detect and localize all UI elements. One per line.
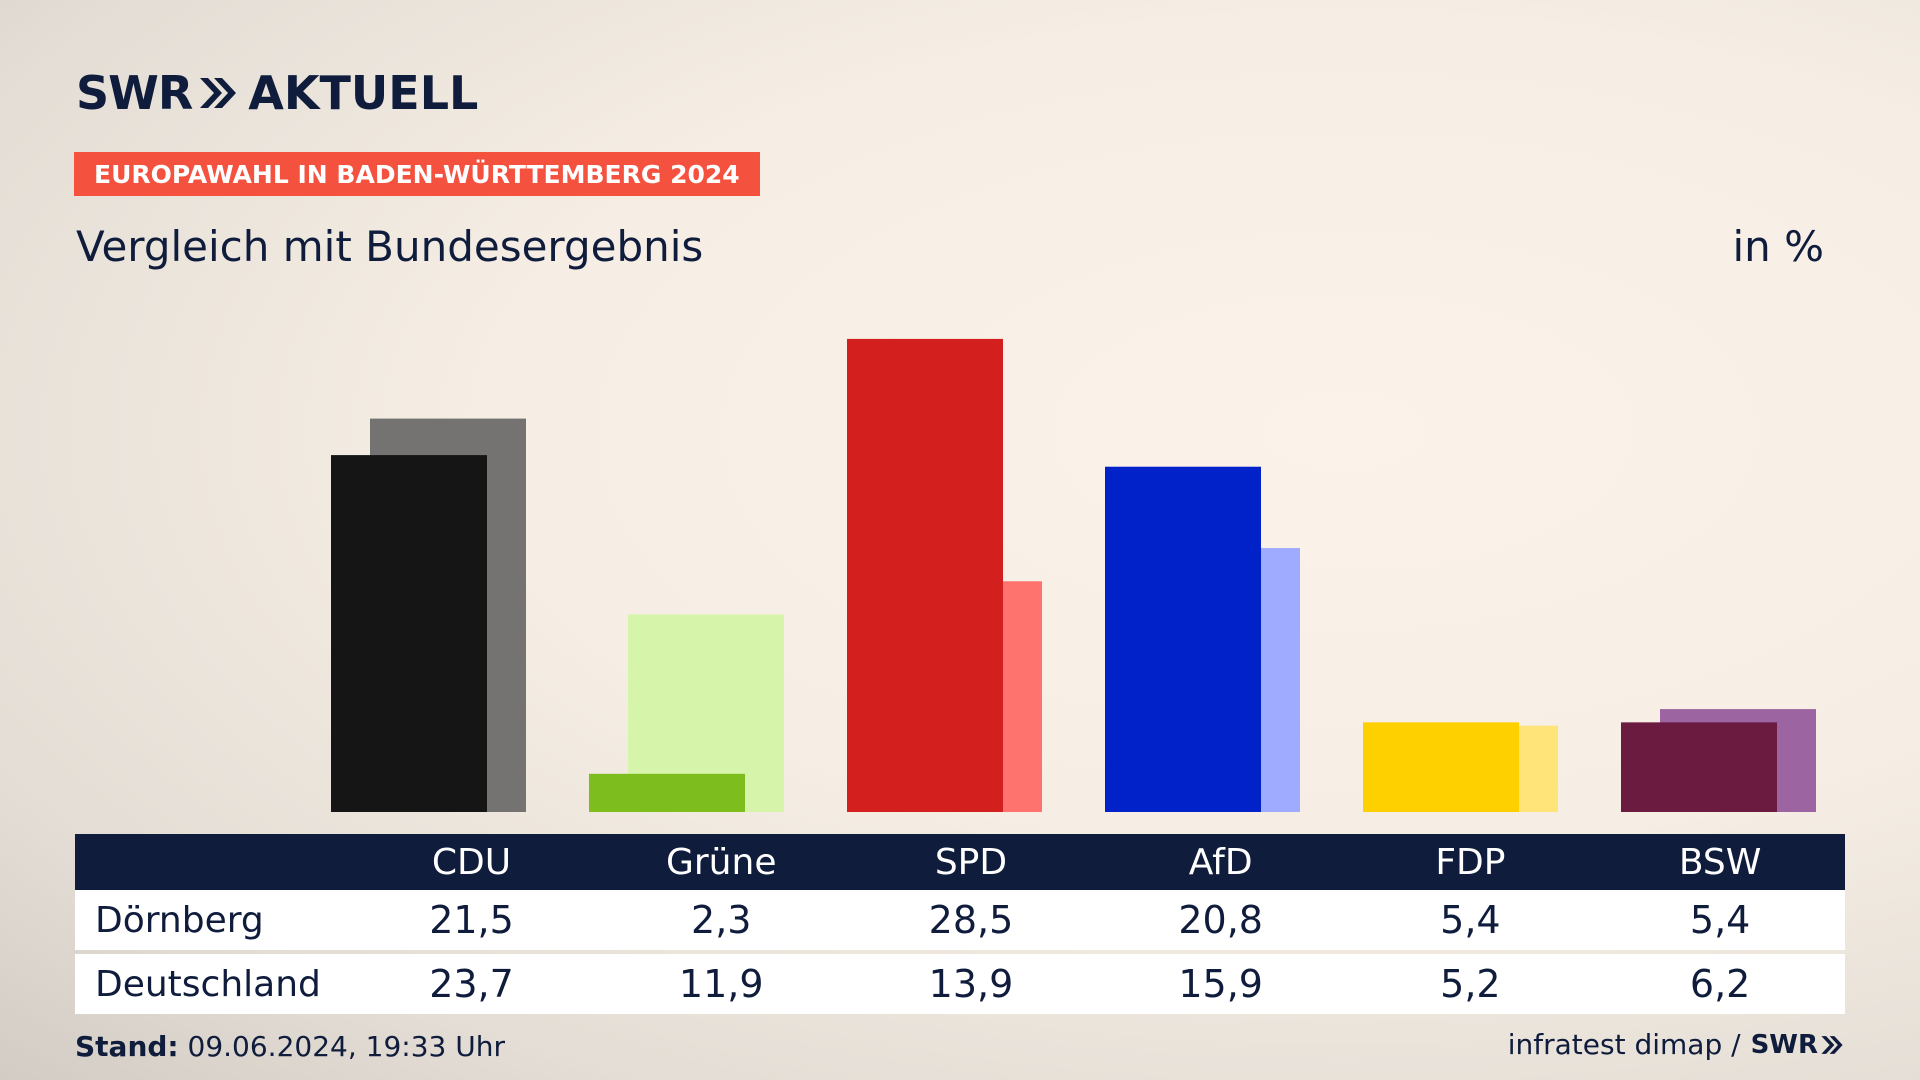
source-swr-logo: SWR bbox=[1750, 1029, 1818, 1060]
table-header-gruene: Grüne bbox=[665, 841, 777, 883]
bar-doernberg-cdu bbox=[331, 455, 487, 812]
bar-chart bbox=[331, 338, 1816, 812]
bar-doernberg-fdp bbox=[1363, 722, 1519, 812]
timestamp: Stand: 09.06.2024, 19:33 Uhr bbox=[75, 1030, 505, 1063]
table-cell: 5,4 bbox=[1440, 898, 1501, 942]
logo-swr-text: SWR bbox=[76, 66, 193, 120]
source-text: infratest dimap / bbox=[1507, 1028, 1741, 1061]
table-header-cdu: CDU bbox=[431, 841, 512, 883]
chart-subtitle: Vergleich mit Bundesergebnis bbox=[76, 222, 704, 271]
table-cell: 21,5 bbox=[429, 898, 514, 942]
table-cell: 2,3 bbox=[691, 898, 752, 942]
table-cell: 20,8 bbox=[1178, 898, 1263, 942]
table-header-spd: SPD bbox=[934, 841, 1008, 883]
table-cell: 28,5 bbox=[928, 898, 1014, 942]
table-cell: 15,9 bbox=[1178, 962, 1263, 1006]
stand-value: 09.06.2024, 19:33 Uhr bbox=[178, 1030, 505, 1063]
table-row-doernberg: Dörnberg 21,5 2,3 28,5 20,8 5,4 5,4 bbox=[75, 890, 1845, 950]
table-cell: 13,9 bbox=[928, 962, 1014, 1006]
double-chevron-icon bbox=[1821, 1035, 1843, 1054]
source-credit: infratest dimap / SWR bbox=[1508, 1028, 1844, 1061]
table-cell: 5,2 bbox=[1440, 962, 1501, 1006]
table-row-deutschland: Deutschland 23,7 11,9 13,9 15,9 5,2 6,2 bbox=[75, 954, 1845, 1014]
row-label: Deutschland bbox=[95, 963, 321, 1005]
table-header-afd: AfD bbox=[1188, 841, 1253, 883]
bar-doernberg-spd bbox=[847, 338, 1003, 812]
stand-label: Stand: bbox=[75, 1030, 179, 1063]
table-header-bsw: BSW bbox=[1678, 841, 1762, 883]
bar-doernberg-afd bbox=[1105, 466, 1261, 812]
table-cell: 11,9 bbox=[678, 962, 764, 1006]
table-cell: 23,7 bbox=[429, 962, 514, 1006]
logo-aktuell-text: AKTUELL bbox=[248, 66, 479, 120]
table-header-fdp: FDP bbox=[1435, 841, 1506, 883]
row-label: Dörnberg bbox=[95, 899, 264, 941]
results-table: CDU Grüne SPD AfD FDP BSW Dörnberg 21,5 … bbox=[75, 834, 1845, 1014]
table-header-row: CDU Grüne SPD AfD FDP BSW bbox=[75, 834, 1845, 890]
bar-doernberg-bsw bbox=[1621, 722, 1777, 812]
unit-label: in % bbox=[1732, 222, 1824, 271]
election-banner: EUROPAWAHL IN BADEN-WÜRTTEMBERG 2024 bbox=[74, 152, 760, 196]
swr-aktuell-logo: SWR AKTUELL bbox=[76, 66, 479, 120]
table-cell: 5,4 bbox=[1689, 898, 1751, 942]
double-chevron-icon bbox=[200, 78, 237, 108]
table-cell: 6,2 bbox=[1689, 962, 1751, 1006]
bar-doernberg-grüne bbox=[589, 773, 745, 812]
